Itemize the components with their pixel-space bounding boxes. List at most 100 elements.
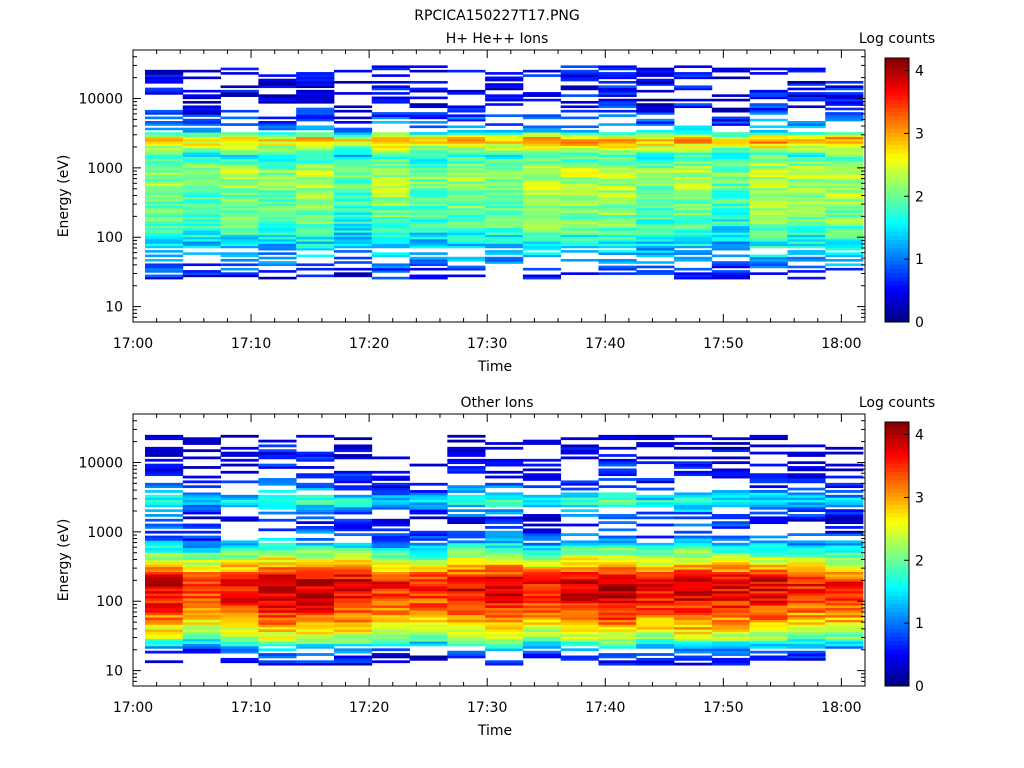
- heatmap-cell: [825, 485, 864, 489]
- heatmap-cell: [145, 554, 184, 558]
- heatmap-cell: [333, 523, 373, 527]
- heatmap-cell: [711, 593, 751, 596]
- heatmap-cell: [447, 605, 486, 608]
- heatmap-cell: [560, 578, 599, 582]
- heatmap-cell: [333, 511, 373, 515]
- heatmap-cell: [825, 545, 864, 548]
- heatmap-cell: [182, 492, 221, 496]
- heatmap-cell: [220, 542, 259, 546]
- heatmap-cell: [749, 602, 788, 606]
- heatmap-cell: [145, 581, 184, 584]
- heatmap-cell: [409, 600, 448, 604]
- heatmap-cell: [182, 619, 221, 623]
- heatmap-cell: [182, 629, 221, 632]
- heatmap-cell: [145, 588, 184, 592]
- heatmap-cell: [333, 504, 373, 508]
- heatmap-cell: [636, 80, 675, 84]
- heatmap-cell: [333, 648, 373, 652]
- heatmap-cell: [182, 581, 221, 584]
- heatmap-cell: [825, 621, 864, 625]
- heatmap-cell: [598, 216, 637, 220]
- colorbar-swatch: [885, 86, 909, 92]
- heatmap-cell: [598, 100, 637, 104]
- heatmap-cell: [598, 80, 637, 84]
- heatmap-cell: [409, 621, 448, 625]
- heatmap-cell: [371, 621, 410, 625]
- heatmap-cell: [258, 205, 297, 209]
- heatmap-cell: [258, 141, 297, 144]
- heatmap-cell: [485, 163, 524, 166]
- heatmap-cell: [598, 564, 637, 568]
- heatmap-cell: [711, 602, 751, 606]
- heatmap-cell: [598, 516, 637, 520]
- heatmap-cell: [447, 236, 486, 240]
- heatmap-cell: [145, 590, 184, 594]
- heatmap-cell: [636, 112, 675, 115]
- heatmap-cell: [333, 478, 373, 481]
- heatmap-cell: [485, 250, 524, 253]
- heatmap-cell: [485, 83, 524, 86]
- heatmap-cell: [485, 152, 524, 155]
- heatmap-cell: [333, 629, 373, 632]
- heatmap-cell: [258, 247, 297, 251]
- heatmap-cell: [711, 631, 751, 635]
- heatmap-cell: [447, 118, 486, 122]
- heatmap-cell: [296, 221, 335, 224]
- heatmap-cell: [598, 103, 637, 106]
- heatmap-cell: [522, 614, 562, 618]
- heatmap-cell: [409, 547, 448, 551]
- heatmap-cell: [258, 617, 297, 620]
- heatmap-cell: [258, 194, 297, 198]
- heatmap-cell: [258, 602, 297, 606]
- heatmap-cell: [749, 542, 788, 546]
- heatmap-cell: [145, 597, 184, 601]
- heatmap-cell: [825, 247, 864, 251]
- heatmap-cell: [522, 136, 562, 140]
- heatmap-cell: [296, 559, 335, 563]
- heatmap-cell: [220, 612, 259, 616]
- heatmap-cell: [296, 118, 335, 122]
- heatmap-cell: [674, 523, 713, 527]
- heatmap-cell: [145, 241, 184, 244]
- heatmap-cell: [145, 633, 184, 637]
- colorbar-swatch: [885, 603, 909, 609]
- heatmap-cell: [560, 593, 599, 596]
- heatmap-cell: [371, 185, 410, 189]
- heatmap-cell: [447, 612, 486, 616]
- heatmap-cell: [787, 564, 826, 568]
- heatmap-cell: [522, 617, 562, 620]
- heatmap-cell: [371, 198, 410, 202]
- heatmap-cell: [333, 641, 373, 644]
- heatmap-cell: [182, 165, 221, 169]
- heatmap-cell: [220, 631, 259, 635]
- heatmap-cell: [636, 143, 675, 146]
- colorbar-swatch: [885, 70, 909, 76]
- colorbar-swatch: [885, 218, 909, 224]
- heatmap-cell: [636, 225, 675, 229]
- heatmap-cell: [145, 595, 184, 599]
- heatmap-cell: [447, 232, 486, 235]
- heatmap-cell: [182, 156, 221, 160]
- heatmap-cell: [598, 638, 637, 642]
- heatmap-cell: [371, 172, 410, 175]
- heatmap-cell: [636, 590, 675, 594]
- heatmap-cell: [598, 494, 637, 498]
- heatmap-cell: [749, 578, 788, 582]
- heatmap-cell: [296, 243, 335, 247]
- heatmap-cell: [674, 238, 713, 242]
- heatmap-cell: [522, 145, 562, 149]
- heatmap-cell: [296, 638, 335, 642]
- heatmap-cell: [522, 245, 562, 249]
- heatmap-cell: [145, 538, 184, 541]
- heatmap-cell: [220, 216, 259, 220]
- heatmap-cell: [258, 221, 297, 224]
- heatmap-cell: [674, 158, 713, 162]
- heatmap-cell: [560, 169, 599, 173]
- heatmap-cell: [522, 523, 562, 527]
- heatmap-cell: [598, 169, 637, 173]
- heatmap-cell: [485, 98, 524, 102]
- heatmap-cell: [560, 494, 599, 498]
- heatmap-cell: [409, 252, 448, 255]
- heatmap-cell: [749, 518, 788, 522]
- colorbar-swatch: [885, 280, 909, 286]
